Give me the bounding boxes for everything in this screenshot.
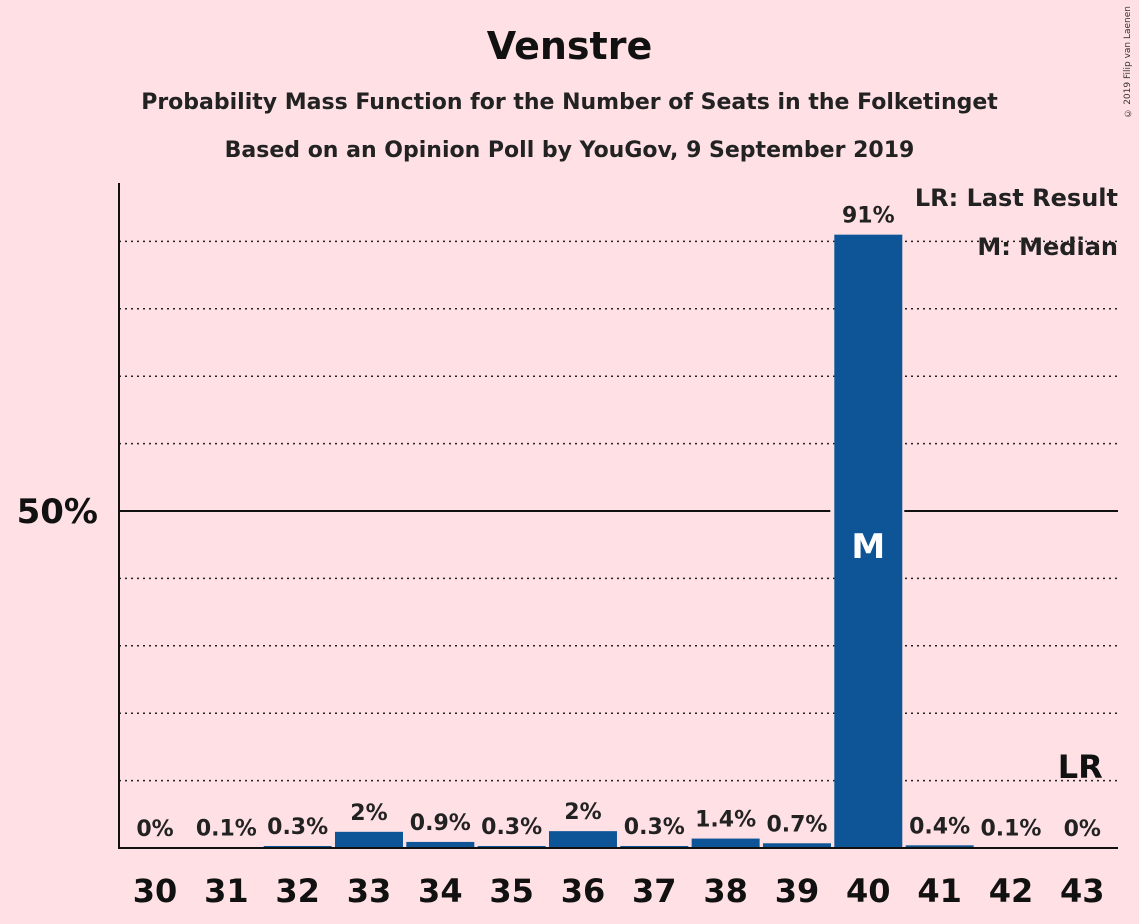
legend-last-result: LR: Last Result [914, 184, 1118, 212]
bar-37 [620, 845, 689, 848]
value-label: 2% [564, 800, 601, 825]
value-label: 0.9% [410, 811, 471, 836]
value-label: 0.1% [980, 816, 1041, 841]
bar-40 [834, 234, 903, 848]
bar-41 [905, 845, 974, 848]
bar-32 [263, 845, 332, 848]
x-tick-label: 31 [204, 872, 249, 910]
x-tick-label: 32 [275, 872, 320, 910]
median-marker: M [851, 527, 885, 567]
x-tick-label: 39 [775, 872, 820, 910]
value-label: 0.3% [267, 815, 328, 840]
value-label: 2% [350, 801, 387, 826]
chart-source: Based on an Opinion Poll by YouGov, 9 Se… [224, 138, 915, 163]
chart-subtitle: Probability Mass Function for the Number… [141, 90, 998, 115]
x-tick-label: 38 [703, 872, 748, 910]
value-label: 0.1% [196, 816, 257, 841]
x-tick-label: 43 [1060, 872, 1105, 910]
value-label: 0.7% [766, 812, 827, 837]
x-tick-label: 30 [133, 872, 178, 910]
x-tick-label: 37 [632, 872, 677, 910]
bar-36 [548, 831, 617, 848]
bar-33 [334, 831, 403, 848]
x-tick-label: 40 [846, 872, 891, 910]
x-tick-label: 42 [989, 872, 1034, 910]
x-tick-label: 36 [561, 872, 606, 910]
value-label: 0% [136, 817, 173, 842]
value-label: 0.3% [624, 815, 685, 840]
legend-median: M: Median [977, 233, 1118, 261]
value-label: 0% [1064, 817, 1101, 842]
x-tick-label: 35 [489, 872, 534, 910]
value-label: 91% [842, 204, 895, 229]
bar-39 [762, 843, 831, 848]
bar-34 [406, 841, 475, 848]
chart-title: Venstre [486, 24, 653, 68]
value-label: 0.4% [909, 814, 970, 839]
x-tick-label: 33 [347, 872, 392, 910]
bar-38 [691, 838, 760, 848]
x-tick-label: 41 [917, 872, 962, 910]
bar-35 [477, 845, 546, 848]
last-result-marker: LR [1058, 748, 1103, 786]
value-label: 0.3% [481, 815, 542, 840]
y-tick-label: 50% [17, 492, 98, 532]
x-tick-label: 34 [418, 872, 463, 910]
value-label: 1.4% [695, 808, 756, 833]
